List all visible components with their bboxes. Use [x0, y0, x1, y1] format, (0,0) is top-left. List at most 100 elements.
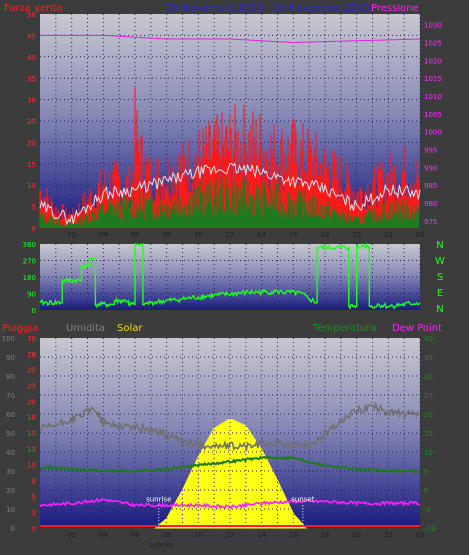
- x-tick-label: 06: [131, 531, 140, 539]
- x-tick-label: 02: [67, 231, 76, 239]
- solar-area-group: [154, 418, 308, 529]
- y-left-tick-label: 45: [27, 32, 36, 40]
- temperature-tick-label: 25: [424, 392, 433, 400]
- humidity-tick-label: 90: [6, 354, 15, 362]
- compass-label: N: [436, 304, 443, 315]
- y-left-tick-label: 5: [32, 204, 36, 212]
- x-tick-label: 14: [257, 531, 266, 539]
- x-tick-label: 20: [352, 531, 361, 539]
- sunrise-axis-label: sunrise: [149, 541, 174, 549]
- rain-tick-label: 15: [27, 430, 36, 438]
- humidity-tick-label: 10: [6, 506, 15, 514]
- x-tick-label: 18: [321, 531, 330, 539]
- pressure-line: [40, 34, 421, 44]
- y-left-tick-label: 25: [27, 118, 36, 126]
- x-tick-label: 10: [194, 231, 203, 239]
- sunset-label: sunset: [291, 495, 314, 503]
- rain-tick-label: 8: [32, 478, 36, 486]
- compass-label: N: [436, 240, 443, 251]
- rain-tick-label: 13: [27, 446, 36, 454]
- rain-tick-label: 10: [27, 462, 36, 470]
- x-tick-label: 20: [352, 231, 361, 239]
- rain-tick-label: 3: [32, 509, 36, 517]
- y-left-tick-label: 30: [27, 97, 36, 105]
- direction-plot-series: [39, 242, 421, 310]
- humidity-tick-label: 30: [6, 468, 15, 476]
- x-tick-label: 04: [99, 231, 108, 239]
- solar-area: [154, 418, 308, 529]
- temperature-tick-label: -10: [424, 525, 435, 533]
- y-left-tick-label: 20: [27, 139, 36, 147]
- y-tick-label: 0: [32, 307, 36, 315]
- rain-tick-label: 30: [27, 335, 36, 343]
- y-right-tick-label: 1020: [424, 57, 442, 65]
- temperature-tick-label: 40: [424, 335, 433, 343]
- y-left-tick-label: 10: [27, 182, 36, 190]
- temperature-legend-label: Temperatura: [312, 323, 377, 334]
- x-tick-label: 10: [194, 531, 203, 539]
- y-right-tick-label: 980: [424, 200, 437, 208]
- x-tick-label: 06: [131, 231, 140, 239]
- rain-tick-label: 5: [32, 493, 36, 501]
- y-right-tick-label: 1030: [424, 22, 442, 30]
- climate-plot-series: sunrise sunset: [39, 400, 421, 528]
- y-right-tick-label: 1015: [424, 75, 442, 83]
- y-left-tick-label: 15: [27, 161, 36, 169]
- x-tick-label: 02: [67, 531, 76, 539]
- date-range-label: 29 Novembre 2013 - 30 Novembre 2013: [167, 3, 370, 14]
- y-right-tick-label: 975: [424, 218, 437, 226]
- rain-tick-label: 18: [27, 414, 36, 422]
- x-tick-label: 08: [162, 531, 171, 539]
- dew-point-line: [39, 497, 421, 510]
- x-tick-label: 22: [384, 531, 393, 539]
- temperature-line: [39, 455, 421, 474]
- x-tick-label: 18: [321, 231, 330, 239]
- wind-plot-ticks: 0510152025303540455097598098599099510001…: [27, 11, 442, 239]
- climate-plot-ticks: 0102030405060708090100035810131518202325…: [2, 335, 436, 549]
- humidity-tick-label: 20: [6, 487, 15, 495]
- rain-legend-label: Pioggia: [2, 323, 38, 334]
- humidity-tick-label: 80: [6, 373, 15, 381]
- compass-label: S: [437, 272, 443, 283]
- rain-tick-label: 20: [27, 398, 36, 406]
- x-tick-label: 22: [384, 231, 393, 239]
- temperature-tick-label: 20: [424, 411, 433, 419]
- dew-point-legend-label: Dew Point: [392, 323, 442, 334]
- x-tick-label: 16: [289, 531, 298, 539]
- y-tick-label: 180: [23, 274, 36, 282]
- x-tick-label: 08: [162, 231, 171, 239]
- y-right-tick-label: 990: [424, 164, 437, 172]
- y-left-tick-label: 40: [27, 54, 36, 62]
- temperature-tick-label: 30: [424, 373, 433, 381]
- x-tick-label: 00: [416, 531, 425, 539]
- temperature-tick-label: 35: [424, 354, 433, 362]
- x-tick-label: 04: [99, 531, 108, 539]
- humidity-tick-label: 70: [6, 392, 15, 400]
- y-tick-label: 90: [27, 291, 36, 299]
- y-right-tick-label: 1000: [424, 129, 442, 137]
- temperature-tick-label: -5: [424, 506, 431, 514]
- sunrise-label: sunrise: [146, 495, 171, 503]
- y-right-tick-label: 1005: [424, 111, 442, 119]
- wind-average-line: [39, 162, 421, 226]
- wind-legend-label: Forza vento: [4, 3, 63, 14]
- wind-direction-line: [39, 242, 421, 310]
- humidity-legend-label: Umidita: [66, 323, 105, 334]
- wind-plot-series: [39, 34, 421, 228]
- x-tick-label: 16: [289, 231, 298, 239]
- y-left-tick-label: 50: [27, 11, 36, 19]
- y-tick-label: 270: [23, 258, 36, 266]
- solar-legend-label: Solar: [117, 323, 143, 334]
- y-left-tick-label: 0: [32, 225, 36, 233]
- humidity-tick-label: 40: [6, 449, 15, 457]
- x-tick-label: 00: [416, 231, 425, 239]
- rain-tick-label: 25: [27, 367, 36, 375]
- rain-tick-label: 23: [27, 383, 36, 391]
- y-tick-label: 360: [23, 241, 36, 249]
- wind-speed-bars: [39, 175, 420, 228]
- temperature-tick-label: 0: [424, 487, 428, 495]
- compass-label: E: [437, 288, 443, 299]
